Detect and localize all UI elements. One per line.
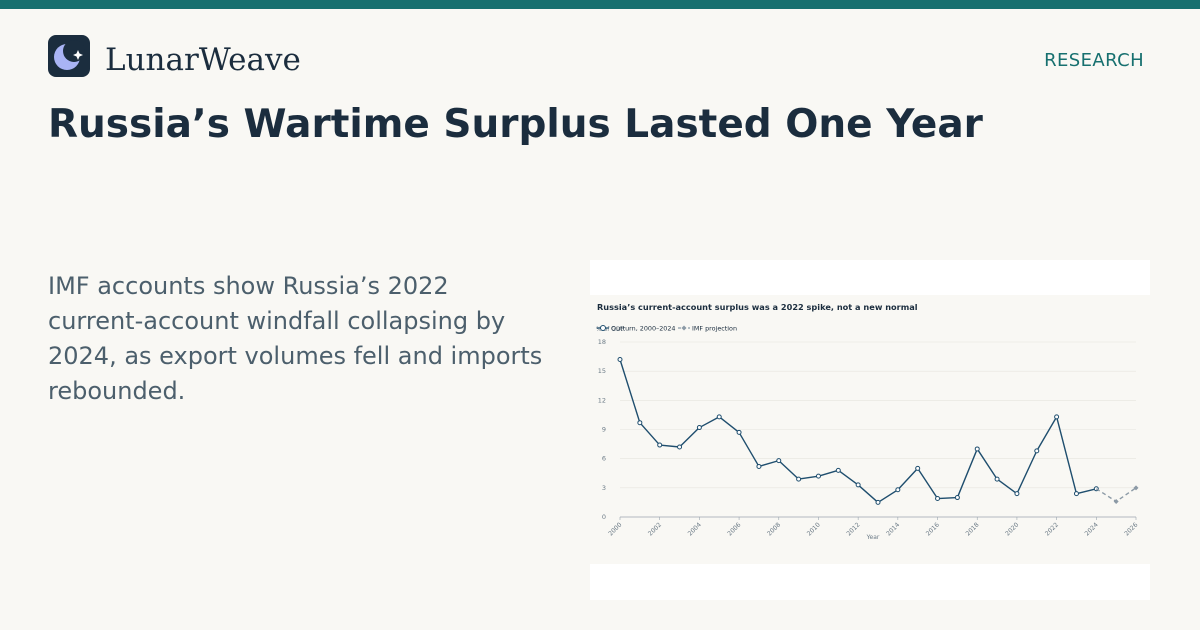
legend: Outturn, 2000–2024 IMF projection — [597, 325, 737, 333]
outturn-point — [776, 458, 782, 464]
x-tick-label: 2020 — [1004, 521, 1020, 537]
chart-title: Russia’s current-account surplus was a 2… — [597, 302, 918, 312]
outturn-point — [835, 467, 841, 473]
outturn-point — [875, 499, 881, 505]
x-tick-label: 2006 — [726, 521, 742, 537]
x-tick-label: 2018 — [965, 521, 981, 537]
outturn-point — [974, 446, 980, 452]
crescent-moon-star-icon — [54, 40, 85, 70]
x-tick-label: 2022 — [1044, 521, 1060, 537]
x-tick-label: 2000 — [607, 521, 623, 537]
nav-research-link[interactable]: RESEARCH — [1044, 50, 1144, 71]
brand-logo[interactable] — [48, 35, 90, 77]
projection-point — [1113, 498, 1119, 504]
y-tick-label: 0 — [602, 513, 606, 521]
outturn-point — [994, 476, 1000, 482]
outturn-point — [855, 482, 861, 488]
y-tick-label: 9 — [602, 426, 606, 434]
x-tick-label: 2014 — [885, 521, 901, 537]
outturn-point — [935, 496, 941, 502]
y-tick-label: 3 — [602, 484, 606, 492]
x-tick-label: 2004 — [687, 521, 703, 537]
outturn-point — [657, 442, 663, 448]
headline: Russia’s Wartime Surplus Lasted One Year — [48, 102, 983, 147]
x-tick-label: 2024 — [1084, 521, 1100, 537]
x-tick-label: 2016 — [925, 521, 941, 537]
outturn-point — [815, 473, 821, 479]
outturn-point — [1034, 448, 1040, 454]
outturn-point — [736, 429, 742, 435]
outturn-point — [617, 357, 623, 362]
y-tick-label: 6 — [602, 455, 606, 463]
outturn-point — [954, 495, 960, 501]
outturn-point — [796, 476, 802, 482]
y-tick-label: 18 — [598, 338, 606, 346]
top-accent-bar — [0, 0, 1200, 9]
dek: IMF accounts show Russia’s 2022 current-… — [48, 272, 543, 405]
x-axis-label: Year — [866, 534, 880, 541]
outturn-point — [696, 425, 702, 431]
outturn-point — [1054, 414, 1060, 420]
y-tick-label: 15 — [598, 367, 606, 375]
outturn-point — [677, 444, 683, 450]
chart-card: Russia’s current-account surplus was a 2… — [590, 260, 1150, 600]
x-tick-label: 2002 — [647, 521, 663, 537]
y-tick-label: 12 — [598, 396, 606, 404]
outturn-point — [716, 414, 722, 420]
x-tick-label: 2010 — [806, 521, 822, 537]
legend-outturn: Outturn, 2000–2024 — [611, 325, 676, 333]
brand-name[interactable]: LunarWeave — [105, 42, 301, 78]
outturn-point — [895, 487, 901, 493]
series-line-outturn — [619, 359, 1097, 504]
x-tick-label: 2026 — [1123, 521, 1139, 537]
outturn-point — [1014, 491, 1020, 497]
outturn-point — [915, 465, 921, 471]
outturn-point — [756, 463, 762, 469]
projection-point — [1133, 485, 1139, 491]
x-tick-label: 2012 — [845, 521, 861, 537]
legend-imf-projection: IMF projection — [692, 325, 737, 333]
y-axis-label: % of GDP — [596, 326, 625, 333]
current-account-chart: Russia’s current-account surplus was a 2… — [596, 302, 1139, 541]
x-tick-label: 2008 — [766, 521, 782, 537]
outturn-point — [1073, 491, 1079, 497]
outturn-point — [637, 420, 643, 426]
